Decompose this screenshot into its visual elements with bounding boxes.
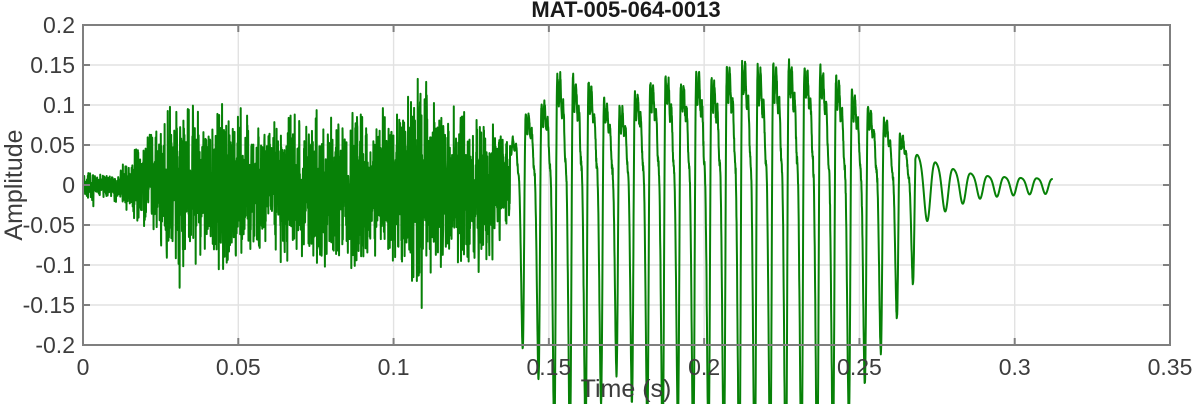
x-tick-label: 0.2 [688,354,720,380]
x-tick-label: 0.3 [999,354,1031,380]
x-tick-labels: 0 0.05 0.1 0.15 0.2 0.25 0.3 0.35 [77,354,1193,380]
waveform-trace-layer [82,58,1053,404]
chart-title: MAT-005-064-0013 [531,0,720,22]
y-tick-label: 0.1 [43,92,75,118]
y-axis-label: Amplitude [0,129,28,240]
x-tick-label: 0.15 [526,354,571,380]
y-tick-label: 0.15 [30,52,75,78]
y-tick-labels: 0.2 0.15 0.1 0.05 0 -0.05 -0.1 -0.15 -0.2 [23,12,75,358]
axis-ticks [82,24,1171,346]
y-tick-label: -0.2 [35,332,75,358]
y-tick-label: 0.2 [43,12,75,38]
y-tick-label: 0 [62,172,75,198]
x-tick-label: 0.1 [378,354,410,380]
x-tick-label: 0.05 [216,354,261,380]
x-tick-label: 0.25 [837,354,882,380]
y-tick-label: -0.1 [35,252,75,278]
x-tick-label: 0 [77,354,90,380]
waveform-trace [82,58,1053,404]
x-tick-label: 0.35 [1148,354,1193,380]
y-tick-label: 0.05 [30,132,75,158]
y-tick-label: -0.15 [23,292,75,318]
x-axis-label: Time (s) [581,375,672,403]
y-tick-label: -0.05 [23,212,75,238]
